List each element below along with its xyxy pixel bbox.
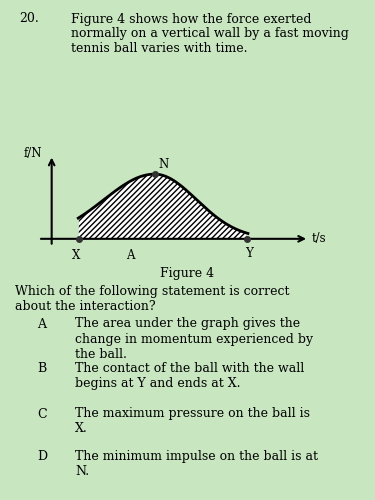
Text: The area under the graph gives the
change in momentum experienced by
the ball.: The area under the graph gives the chang… — [75, 318, 313, 360]
Text: A: A — [38, 318, 46, 330]
Text: Figure 4 shows how the force exerted
normally on a vertical wall by a fast movin: Figure 4 shows how the force exerted nor… — [71, 12, 349, 56]
Text: The contact of the ball with the wall
begins at Y and ends at X.: The contact of the ball with the wall be… — [75, 362, 304, 390]
Text: X: X — [72, 249, 80, 262]
Text: t/s: t/s — [312, 232, 326, 245]
Text: D: D — [38, 450, 48, 463]
Text: The maximum pressure on the ball is
X.: The maximum pressure on the ball is X. — [75, 408, 310, 436]
Text: Y: Y — [245, 247, 253, 260]
Text: Figure 4: Figure 4 — [160, 268, 214, 280]
Text: The minimum impulse on the ball is at
N.: The minimum impulse on the ball is at N. — [75, 450, 318, 478]
Text: B: B — [38, 362, 47, 376]
Text: C: C — [38, 408, 47, 420]
Text: Which of the following statement is correct
about the interaction?: Which of the following statement is corr… — [15, 285, 290, 313]
Text: A: A — [126, 249, 135, 262]
Text: N: N — [159, 158, 169, 171]
Text: f/N: f/N — [24, 147, 42, 160]
Text: 20.: 20. — [19, 12, 39, 26]
